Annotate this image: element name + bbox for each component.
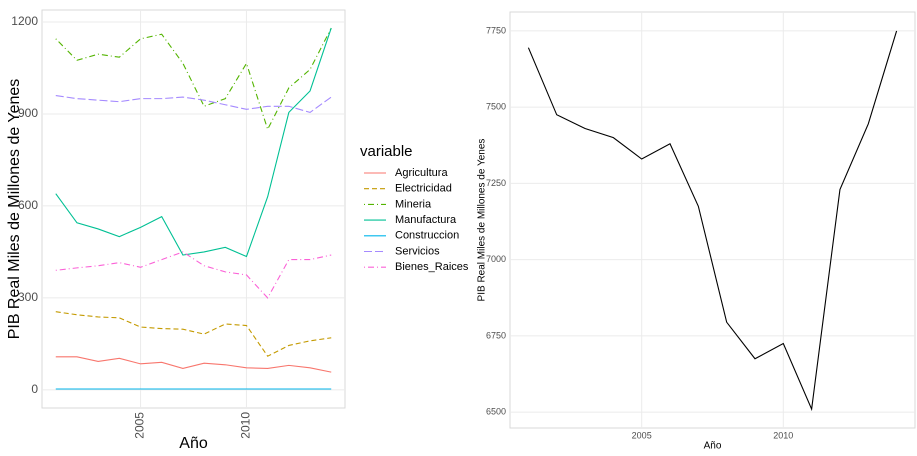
- y-tick-label: 7750: [486, 25, 506, 35]
- series-line: [55, 356, 332, 373]
- y-tick-label: 7500: [486, 102, 506, 112]
- x-tick-label: 2010: [239, 412, 253, 439]
- legend-label: Servicios: [395, 245, 440, 257]
- plot-panel: [509, 11, 916, 429]
- x-axis-title: Año: [704, 441, 722, 451]
- plot-panel: [41, 9, 346, 409]
- y-tick-label: 0: [31, 382, 38, 396]
- y-tick-label: 1200: [11, 14, 38, 28]
- y-axis-title: PIB Real Miles de Millones de Yenes: [6, 79, 23, 340]
- legend-label: Mineria: [395, 198, 432, 210]
- y-tick-label: 300: [18, 290, 38, 304]
- x-tick-label: 2005: [133, 412, 147, 439]
- series-line: [55, 311, 332, 357]
- legend-label: Construccion: [395, 230, 459, 242]
- y-tick-label: 7000: [486, 254, 506, 264]
- x-tick-label: 2005: [632, 430, 652, 440]
- y-tick-label: 6750: [486, 330, 506, 340]
- x-axis-title: Año: [179, 435, 208, 451]
- y-tick-label: 7250: [486, 178, 506, 188]
- legend-label: Bienes_Raices: [395, 261, 469, 273]
- x-tick-label: 2010: [773, 430, 793, 440]
- y-tick-label: 6500: [486, 407, 506, 417]
- y-axis-title: PIB Real Miles de Millones de Yenes: [477, 139, 488, 302]
- legend-label: Electricidad: [395, 183, 452, 195]
- series-line: [55, 95, 332, 114]
- legend-label: Agricultura: [395, 167, 448, 179]
- series-line: [527, 30, 898, 412]
- y-tick-label: 600: [18, 198, 38, 212]
- legend-title: variable: [360, 143, 413, 160]
- y-tick-label: 900: [18, 106, 38, 120]
- series-line: [55, 27, 332, 258]
- legend-label: Manufactura: [395, 214, 457, 226]
- series-line: [55, 251, 332, 299]
